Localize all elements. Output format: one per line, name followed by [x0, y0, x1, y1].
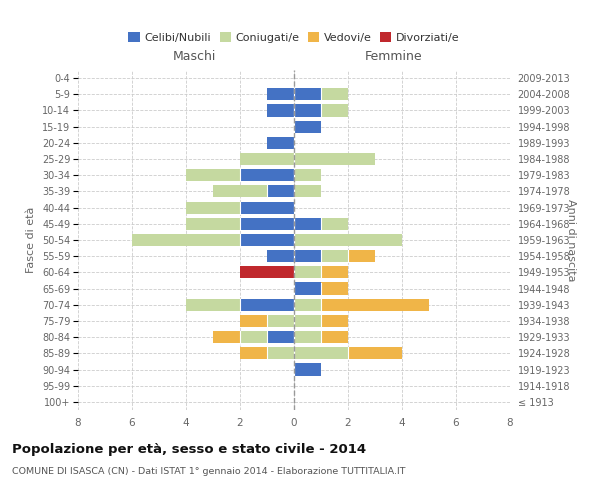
Bar	[267, 315, 294, 327]
Bar	[348, 348, 402, 360]
Bar	[186, 218, 240, 230]
Bar	[240, 202, 294, 213]
Bar	[240, 218, 294, 230]
Bar	[321, 315, 348, 327]
Text: Femmine: Femmine	[365, 50, 422, 63]
Bar	[294, 331, 321, 343]
Bar	[132, 234, 240, 246]
Bar	[240, 266, 294, 278]
Bar	[240, 153, 294, 165]
Bar	[321, 104, 348, 117]
Bar	[240, 315, 267, 327]
Bar	[321, 88, 348, 101]
Bar	[321, 266, 348, 278]
Bar	[240, 169, 294, 181]
Bar	[240, 234, 294, 246]
Bar	[294, 315, 321, 327]
Bar	[186, 298, 240, 311]
Bar	[321, 218, 348, 230]
Bar	[294, 282, 321, 294]
Bar	[321, 282, 348, 294]
Bar	[240, 348, 267, 360]
Bar	[240, 298, 294, 311]
Bar	[267, 348, 294, 360]
Bar	[267, 250, 294, 262]
Bar	[294, 186, 321, 198]
Legend: Celibi/Nubili, Coniugati/e, Vedovi/e, Divorziati/e: Celibi/Nubili, Coniugati/e, Vedovi/e, Di…	[124, 28, 464, 48]
Y-axis label: Anni di nascita: Anni di nascita	[566, 198, 576, 281]
Bar	[294, 298, 321, 311]
Bar	[321, 298, 429, 311]
Y-axis label: Fasce di età: Fasce di età	[26, 207, 37, 273]
Bar	[267, 104, 294, 117]
Bar	[294, 169, 321, 181]
Bar	[267, 186, 294, 198]
Bar	[294, 218, 321, 230]
Bar	[294, 88, 321, 101]
Bar	[294, 364, 321, 376]
Text: Maschi: Maschi	[173, 50, 217, 63]
Text: COMUNE DI ISASCA (CN) - Dati ISTAT 1° gennaio 2014 - Elaborazione TUTTITALIA.IT: COMUNE DI ISASCA (CN) - Dati ISTAT 1° ge…	[12, 468, 406, 476]
Bar	[186, 202, 240, 213]
Bar	[294, 153, 375, 165]
Bar	[240, 331, 267, 343]
Bar	[267, 88, 294, 101]
Bar	[186, 169, 240, 181]
Bar	[267, 137, 294, 149]
Bar	[294, 234, 402, 246]
Bar	[267, 331, 294, 343]
Bar	[294, 104, 321, 117]
Bar	[213, 331, 240, 343]
Bar	[294, 266, 321, 278]
Bar	[294, 250, 321, 262]
Bar	[213, 186, 267, 198]
Bar	[321, 331, 348, 343]
Text: Popolazione per età, sesso e stato civile - 2014: Popolazione per età, sesso e stato civil…	[12, 442, 366, 456]
Bar	[294, 348, 348, 360]
Bar	[348, 250, 375, 262]
Bar	[294, 120, 321, 132]
Bar	[321, 250, 348, 262]
